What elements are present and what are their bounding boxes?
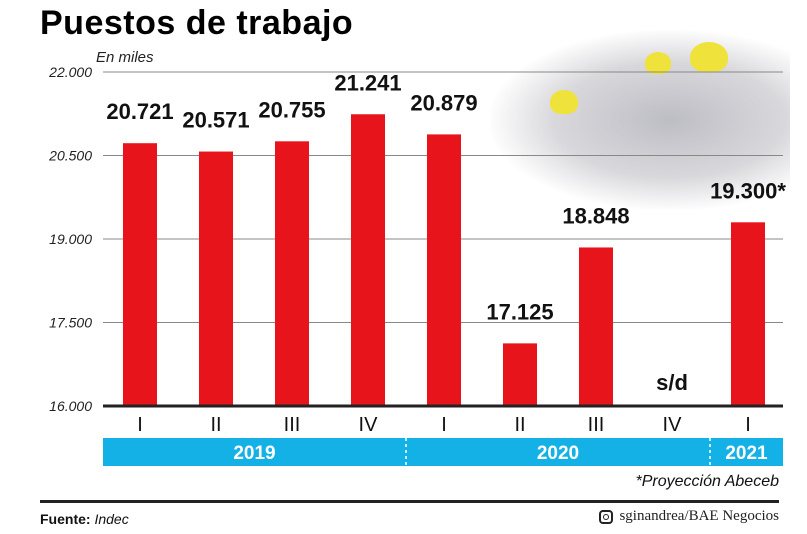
- bar: [427, 134, 461, 405]
- data-label: 20.879: [410, 90, 477, 115]
- y-tick-label: 20.500: [48, 148, 92, 164]
- x-tick-label: IV: [663, 414, 683, 436]
- data-label: s/d: [656, 370, 688, 395]
- y-tick-label: 19.000: [49, 231, 92, 247]
- year-band: [103, 438, 783, 466]
- bar: [579, 247, 613, 405]
- credit: sginandrea/BAE Negocios: [599, 508, 779, 525]
- source-value: Indec: [94, 511, 129, 527]
- bar: [123, 143, 157, 405]
- data-label: 20.721: [106, 99, 173, 124]
- helmet-icon: [645, 52, 671, 74]
- bar: [275, 141, 309, 405]
- y-tick-label: 16.000: [49, 398, 92, 414]
- bar: [351, 114, 385, 405]
- y-tick-label: 22.000: [48, 64, 92, 80]
- helmet-icon: [690, 42, 728, 72]
- projection-note: *Proyección Abeceb: [635, 473, 780, 490]
- chart-title: Puestos de trabajo: [40, 4, 354, 42]
- data-label: 19.300*: [710, 178, 786, 203]
- credit-text: sginandrea/BAE Negocios: [619, 508, 779, 524]
- data-label: 20.571: [182, 108, 249, 133]
- y-axis-label: En miles: [96, 49, 154, 66]
- divider: [40, 500, 779, 503]
- x-tick-label: III: [588, 414, 605, 436]
- source: Fuente: Indec: [40, 511, 129, 527]
- x-tick-label: II: [210, 414, 221, 436]
- bar-chart: En miles 16.000 17.500 19.000 20.500 22.000 20…: [48, 49, 786, 466]
- x-tick-label: I: [137, 414, 143, 436]
- bar: [199, 151, 233, 405]
- data-label: 17.125: [486, 299, 553, 324]
- year-label: 2020: [537, 443, 579, 464]
- year-label: 2021: [725, 443, 768, 464]
- year-label: 2019: [233, 443, 275, 464]
- instagram-icon: [599, 509, 614, 524]
- x-tick-label: I: [441, 414, 447, 436]
- data-label: 20.755: [258, 97, 325, 122]
- bar: [503, 343, 537, 405]
- data-label: 18.848: [562, 203, 629, 228]
- x-tick-label: II: [514, 414, 525, 436]
- source-label: Fuente:: [40, 511, 91, 527]
- x-tick-label: I: [745, 414, 751, 436]
- x-tick-label: IV: [359, 414, 379, 436]
- workers-photo: [490, 30, 790, 210]
- bar: [731, 222, 765, 405]
- helmet-icon: [550, 90, 578, 114]
- data-label: 21.241: [334, 70, 401, 95]
- x-tick-label: III: [284, 414, 301, 436]
- y-tick-label: 17.500: [49, 315, 92, 331]
